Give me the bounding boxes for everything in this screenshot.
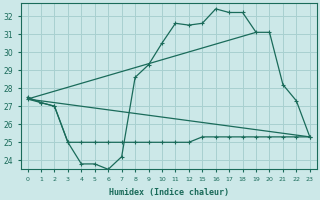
X-axis label: Humidex (Indice chaleur): Humidex (Indice chaleur) bbox=[109, 188, 229, 197]
